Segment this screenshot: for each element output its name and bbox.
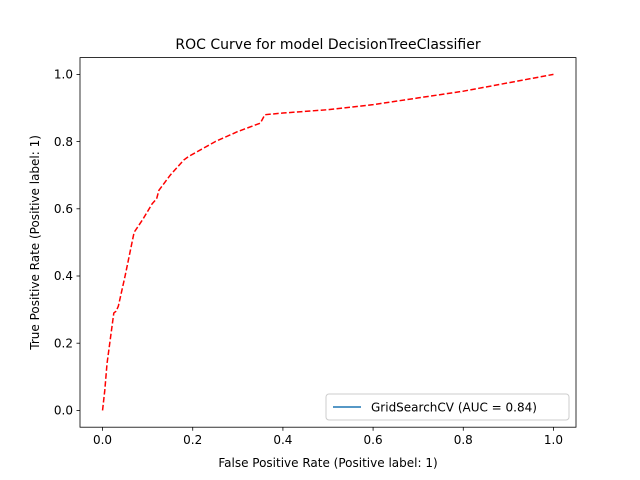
x-tick-label: 1.0 xyxy=(544,433,563,447)
legend-box xyxy=(325,393,570,421)
x-axis-ticks: 0.0 0.2 0.4 0.6 0.8 1.0 xyxy=(93,427,563,447)
y-tick-label: 0.8 xyxy=(54,135,73,149)
legend: GridSearchCV (AUC = 0.84) xyxy=(325,393,570,421)
x-tick-label: 0.2 xyxy=(183,433,202,447)
roc-curve-line xyxy=(101,73,554,411)
x-axis-label: False Positive Rate (Positive label: 1) xyxy=(218,456,437,470)
x-tick-label: 0.0 xyxy=(93,433,112,447)
axes-frame xyxy=(79,57,577,428)
x-tick-label: 0.8 xyxy=(454,433,473,447)
series-layer xyxy=(101,73,554,411)
legend-label: GridSearchCV (AUC = 0.84) xyxy=(371,401,537,415)
x-tick-label: 0.4 xyxy=(273,433,292,447)
y-tick-label: 1.0 xyxy=(54,68,73,82)
x-tick-label: 0.6 xyxy=(364,433,383,447)
y-tick-label: 0.6 xyxy=(54,202,73,216)
chart-title: ROC Curve for model DecisionTreeClassifi… xyxy=(175,37,480,53)
y-tick-label: 0.4 xyxy=(54,269,73,283)
y-axis-ticks: 0.0 0.2 0.4 0.6 0.8 1.0 xyxy=(54,68,80,418)
y-axis-label: True Positive Rate (Positive label: 1) xyxy=(28,135,42,351)
y-tick-label: 0.0 xyxy=(54,404,73,418)
y-tick-label: 0.2 xyxy=(54,336,73,350)
